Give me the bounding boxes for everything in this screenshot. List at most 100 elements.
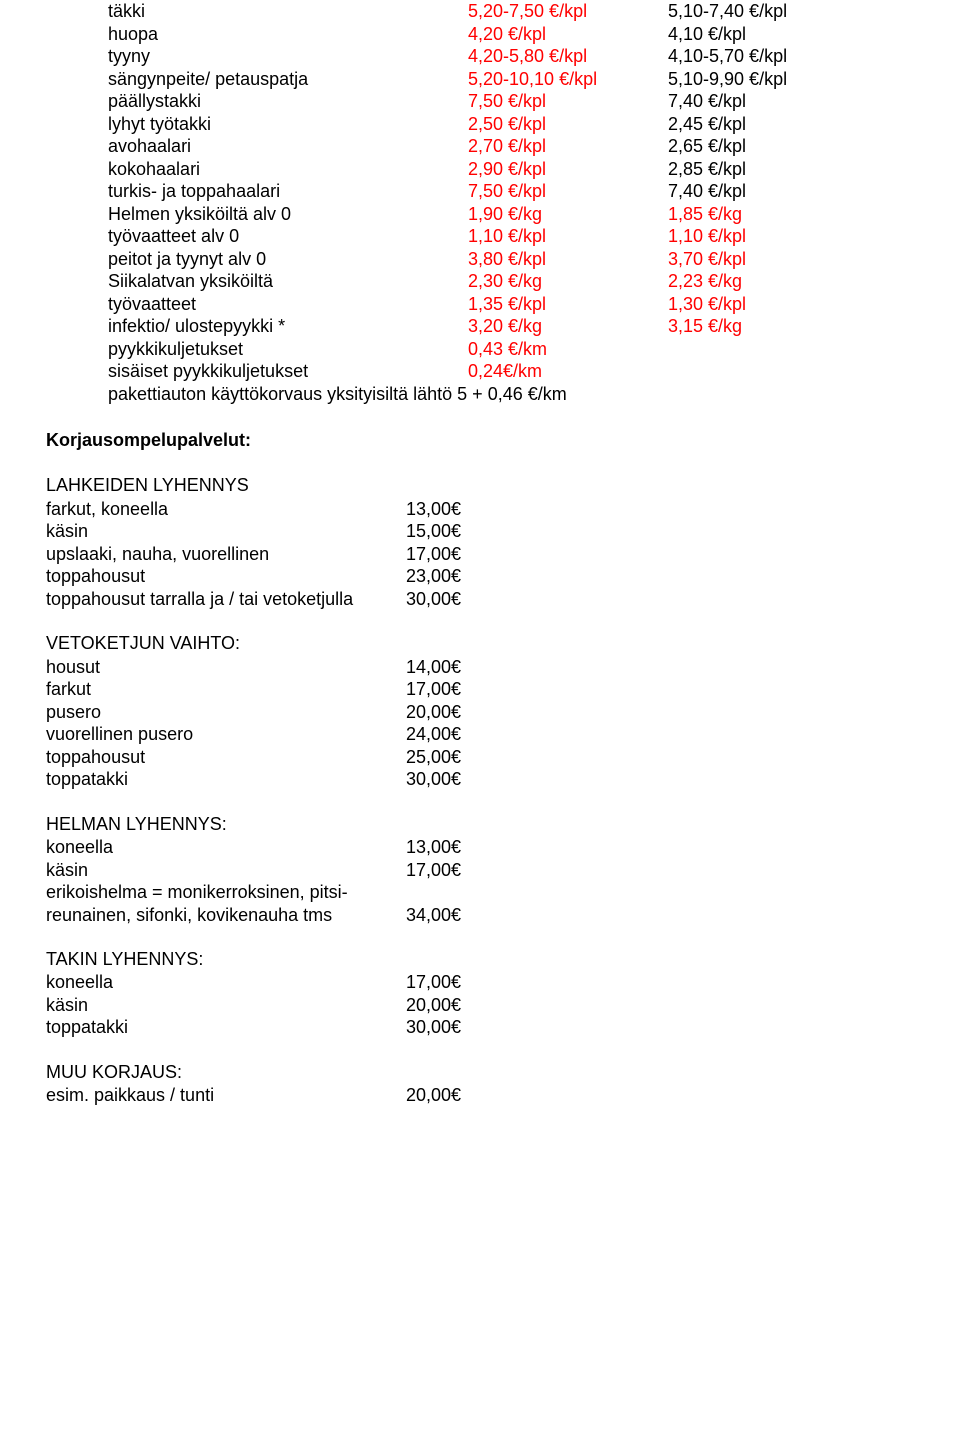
price-row-value2: 7,40 €/kpl — [668, 90, 868, 113]
section-row: reunainen, sifonki, kovikenauha tms34,00… — [46, 904, 960, 927]
price-row-value2: 5,10-9,90 €/kpl — [668, 68, 868, 91]
section-row-label: koneella — [46, 971, 406, 994]
price-row-label: turkis- ja toppahaalari — [108, 180, 468, 203]
section-row-label: pusero — [46, 701, 406, 724]
price-row: huopa4,20 €/kpl4,10 €/kpl — [108, 23, 960, 46]
section-row-label: toppatakki — [46, 1016, 406, 1039]
section-row-label: farkut, koneella — [46, 498, 406, 521]
section-row: toppatakki30,00€ — [46, 1016, 960, 1039]
price-row-label: peitot ja tyynyt alv 0 — [108, 248, 468, 271]
section-row: upslaaki, nauha, vuorellinen17,00€ — [46, 543, 960, 566]
section-row: toppahousut23,00€ — [46, 565, 960, 588]
section-row-value: 17,00€ — [406, 678, 556, 701]
section-row-value: 24,00€ — [406, 723, 556, 746]
price-row-value1: 4,20 €/kpl — [468, 23, 668, 46]
price-row: tyyny4,20-5,80 €/kpl4,10-5,70 €/kpl — [108, 45, 960, 68]
price-row: pyykkikuljetukset0,43 €/km — [108, 338, 960, 361]
section-row-label: upslaaki, nauha, vuorellinen — [46, 543, 406, 566]
price-row-value2: 2,85 €/kpl — [668, 158, 868, 181]
section-row-value: 23,00€ — [406, 565, 556, 588]
price-row-value2: 2,23 €/kg — [668, 270, 868, 293]
section-row-label: käsin — [46, 520, 406, 543]
section-row: pusero20,00€ — [46, 701, 960, 724]
section-row: koneella13,00€ — [46, 836, 960, 859]
price-row: infektio/ ulostepyykki *3,20 €/kg3,15 €/… — [108, 315, 960, 338]
price-row-label: avohaalari — [108, 135, 468, 158]
price-row-value1: 7,50 €/kpl — [468, 180, 668, 203]
section-row: käsin20,00€ — [46, 994, 960, 1017]
section-row-label: koneella — [46, 836, 406, 859]
price-row: lyhyt työtakki2,50 €/kpl2,45 €/kpl — [108, 113, 960, 136]
price-row-value2: 1,10 €/kpl — [668, 225, 868, 248]
section-row-value: 13,00€ — [406, 836, 556, 859]
price-row-value1: 5,20-7,50 €/kpl — [468, 0, 668, 23]
section-row: toppahousut tarralla ja / tai vetoketjul… — [46, 588, 960, 611]
price-row-label: pyykkikuljetukset — [108, 338, 468, 361]
section-row-value: 30,00€ — [406, 588, 556, 611]
section-row-value: 14,00€ — [406, 656, 556, 679]
section-row-value: 17,00€ — [406, 971, 556, 994]
price-row-label: sisäiset pyykkikuljetukset — [108, 360, 468, 383]
korjaus-heading: Korjausompelupalvelut: — [46, 429, 960, 452]
section-row-value: 17,00€ — [406, 543, 556, 566]
price-row-label: sängynpeite/ petauspatja — [108, 68, 468, 91]
price-row: sisäiset pyykkikuljetukset0,24€/km — [108, 360, 960, 383]
price-row-value1: 1,35 €/kpl — [468, 293, 668, 316]
section-row: farkut, koneella13,00€ — [46, 498, 960, 521]
price-row-label: infektio/ ulostepyykki * — [108, 315, 468, 338]
section-row-label: toppatakki — [46, 768, 406, 791]
section-row-label: toppahousut — [46, 565, 406, 588]
price-row-value1: 0,43 €/km — [468, 338, 668, 361]
price-row-value1: 2,30 €/kg — [468, 270, 668, 293]
price-row: Siikalatvan yksiköiltä2,30 €/kg2,23 €/kg — [108, 270, 960, 293]
price-row: työvaatteet alv 01,10 €/kpl1,10 €/kpl — [108, 225, 960, 248]
page-content: täkki5,20-7,50 €/kpl5,10-7,40 €/kplhuopa… — [0, 0, 960, 1147]
section-row-label: toppahousut tarralla ja / tai vetoketjul… — [46, 588, 406, 611]
price-row-value1: 1,10 €/kpl — [468, 225, 668, 248]
sections-container: LAHKEIDEN LYHENNYSfarkut, koneella13,00€… — [108, 474, 960, 1106]
price-row-label: huopa — [108, 23, 468, 46]
price-row-value1: 5,20-10,10 €/kpl — [468, 68, 668, 91]
section-title: MUU KORJAUS: — [46, 1061, 960, 1084]
price-row-label: täkki — [108, 0, 468, 23]
section-row: esim. paikkaus / tunti20,00€ — [46, 1084, 960, 1107]
price-row-value2: 4,10-5,70 €/kpl — [668, 45, 868, 68]
section-row-value: 34,00€ — [406, 904, 556, 927]
price-row-value1: 3,80 €/kpl — [468, 248, 668, 271]
price-row: päällystakki7,50 €/kpl7,40 €/kpl — [108, 90, 960, 113]
table1-footer: pakettiauton käyttökorvaus yksityisiltä … — [108, 383, 960, 406]
price-row: peitot ja tyynyt alv 03,80 €/kpl3,70 €/k… — [108, 248, 960, 271]
section-row-value: 30,00€ — [406, 768, 556, 791]
section-title: LAHKEIDEN LYHENNYS — [46, 474, 960, 497]
section-row: koneella17,00€ — [46, 971, 960, 994]
section-row-value: 25,00€ — [406, 746, 556, 769]
section-row: käsin17,00€ — [46, 859, 960, 882]
price-row: sängynpeite/ petauspatja5,20-10,10 €/kpl… — [108, 68, 960, 91]
price-row-label: työvaatteet — [108, 293, 468, 316]
price-row-value1: 2,90 €/kpl — [468, 158, 668, 181]
price-row-label: Helmen yksiköiltä alv 0 — [108, 203, 468, 226]
section-row-label: käsin — [46, 994, 406, 1017]
price-row-value1: 0,24€/km — [468, 360, 668, 383]
section-row: käsin15,00€ — [46, 520, 960, 543]
price-row: työvaatteet1,35 €/kpl1,30 €/kpl — [108, 293, 960, 316]
price-row-label: Siikalatvan yksiköiltä — [108, 270, 468, 293]
price-row: avohaalari2,70 €/kpl2,65 €/kpl — [108, 135, 960, 158]
price-row-value2 — [668, 360, 868, 383]
price-row: täkki5,20-7,50 €/kpl5,10-7,40 €/kpl — [108, 0, 960, 23]
price-row-value2: 7,40 €/kpl — [668, 180, 868, 203]
price-row-value2: 2,45 €/kpl — [668, 113, 868, 136]
section-row-label: vuorellinen pusero — [46, 723, 406, 746]
price-row-label: työvaatteet alv 0 — [108, 225, 468, 248]
price-row-label: lyhyt työtakki — [108, 113, 468, 136]
price-row-label: kokohaalari — [108, 158, 468, 181]
section-row-label: reunainen, sifonki, kovikenauha tms — [46, 904, 406, 927]
section-row-value: 20,00€ — [406, 701, 556, 724]
section-row-value — [406, 881, 556, 904]
section-row-value: 15,00€ — [406, 520, 556, 543]
price-row-value2: 5,10-7,40 €/kpl — [668, 0, 868, 23]
price-row-value2: 3,15 €/kg — [668, 315, 868, 338]
section-row-value: 20,00€ — [406, 994, 556, 1017]
price-row-value1: 3,20 €/kg — [468, 315, 668, 338]
section-row: toppahousut25,00€ — [46, 746, 960, 769]
